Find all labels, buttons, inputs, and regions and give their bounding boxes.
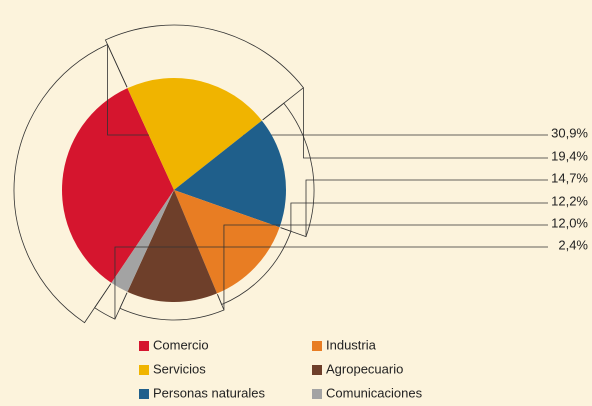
pie-slice: [127, 78, 262, 190]
value-label: 12,2%: [551, 193, 588, 208]
legend-swatch: [312, 341, 322, 351]
legend-swatch: [312, 365, 322, 375]
bracket: [262, 102, 315, 238]
bracket: [104, 24, 305, 121]
legend-label: Industria: [326, 337, 377, 352]
value-label: 14,7%: [551, 170, 588, 185]
leader-line: [223, 224, 548, 311]
legend-label: Comunicaciones: [326, 385, 423, 400]
pie-slice: [111, 190, 174, 292]
pie-slice: [127, 190, 218, 302]
legend-label: Personas naturales: [153, 385, 266, 400]
value-label: 2,4%: [558, 237, 588, 252]
leader-line: [290, 202, 548, 232]
leader-line: [305, 179, 548, 237]
legend-label: Agropecuario: [326, 361, 403, 376]
pie-slice: [62, 88, 174, 283]
legend-label: Servicios: [153, 361, 206, 376]
value-label: 12,0%: [551, 215, 588, 230]
legend-swatch: [139, 365, 149, 375]
legend-swatch: [139, 389, 149, 399]
legend-swatch: [312, 389, 322, 399]
pie-slice: [174, 190, 280, 294]
value-label: 19,4%: [551, 148, 588, 163]
value-label: 30,9%: [551, 125, 588, 140]
bracket: [119, 292, 225, 321]
leader-line: [303, 87, 548, 159]
legend-swatch: [139, 341, 149, 351]
pie-slice: [174, 120, 286, 228]
bracket: [13, 43, 128, 324]
leader-line: [107, 44, 548, 136]
bracket: [217, 227, 292, 306]
legend-label: Comercio: [153, 337, 209, 352]
leader-line: [114, 246, 548, 320]
